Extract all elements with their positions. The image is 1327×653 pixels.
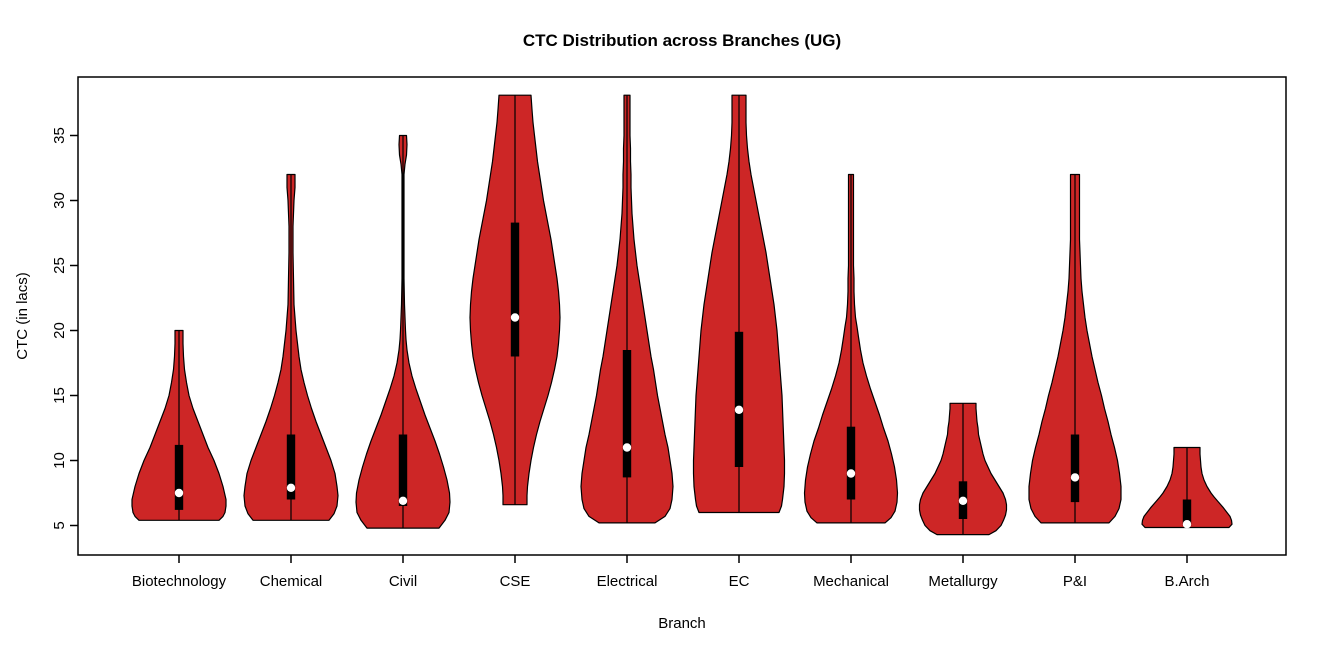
- median-dot-B.Arch: [1182, 520, 1192, 529]
- median-dot-EC: [734, 405, 744, 414]
- x-tick-label-P&I: P&I: [1063, 573, 1087, 590]
- iqr-box-Electrical: [622, 350, 632, 478]
- median-dot-CSE: [510, 313, 520, 322]
- violin-Biotechnology: [131, 329, 227, 521]
- x-tick-label-B.Arch: B.Arch: [1164, 573, 1209, 590]
- x-tick-label-Civil: Civil: [389, 573, 417, 590]
- y-tick-label-35: 35: [51, 127, 68, 144]
- plot-frame: [77, 76, 1287, 556]
- violin-B.Arch: [1141, 446, 1233, 529]
- median-dot-Electrical: [622, 443, 632, 452]
- x-axis-label: Branch: [658, 615, 706, 632]
- x-tick-label-CSE: CSE: [500, 573, 531, 590]
- violin-P&I: [1028, 173, 1122, 524]
- violin-CSE: [469, 94, 561, 506]
- y-tick-label-20: 20: [51, 322, 68, 339]
- x-tick-label-Chemical: Chemical: [260, 573, 323, 590]
- y-tick-label-25: 25: [51, 257, 68, 274]
- x-tick-label-EC: EC: [729, 573, 750, 590]
- y-tick-label-5: 5: [51, 521, 68, 529]
- iqr-box-EC: [734, 331, 744, 467]
- iqr-box-Biotechnology: [174, 444, 184, 510]
- median-dot-Mechanical: [846, 469, 856, 478]
- iqr-box-Chemical: [286, 434, 296, 500]
- median-dot-P&I: [1070, 473, 1080, 482]
- median-dot-Chemical: [286, 483, 296, 492]
- violin-Mechanical: [803, 173, 899, 524]
- iqr-box-Civil: [398, 434, 408, 506]
- y-tick-label-30: 30: [51, 192, 68, 209]
- violin-Electrical: [580, 94, 674, 524]
- median-dot-Metallurgy: [958, 496, 968, 505]
- iqr-box-P&I: [1070, 434, 1080, 503]
- chart-title: CTC Distribution across Branches (UG): [523, 31, 841, 50]
- median-dot-Civil: [398, 496, 408, 505]
- violin-Metallurgy: [918, 402, 1008, 536]
- y-tick-label-10: 10: [51, 452, 68, 469]
- violin-Chemical: [243, 173, 339, 521]
- iqr-box-Mechanical: [846, 426, 856, 500]
- violin-EC: [692, 94, 786, 514]
- x-tick-label-Mechanical: Mechanical: [813, 573, 889, 590]
- x-tick-label-Metallurgy: Metallurgy: [928, 573, 998, 590]
- y-tick-label-15: 15: [51, 387, 68, 404]
- y-axis-label: CTC (in lacs): [14, 272, 31, 360]
- violin-Civil: [355, 134, 451, 529]
- iqr-box-B.Arch: [1182, 499, 1192, 526]
- median-dot-Biotechnology: [174, 488, 184, 498]
- x-tick-label-Biotechnology: Biotechnology: [132, 573, 227, 590]
- iqr-box-CSE: [510, 222, 520, 357]
- x-tick-label-Electrical: Electrical: [597, 573, 658, 590]
